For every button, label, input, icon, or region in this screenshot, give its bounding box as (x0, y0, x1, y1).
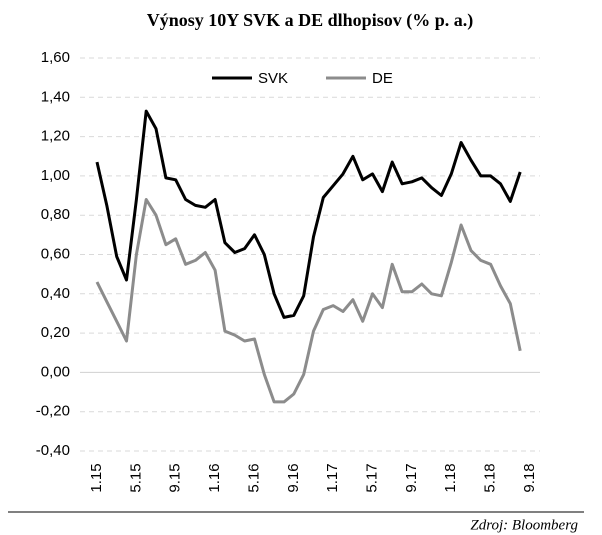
x-tick-label: 5.15 (127, 463, 144, 492)
x-tick-label: 5.16 (245, 463, 262, 492)
x-tick-label: 5.18 (482, 463, 499, 492)
x-tick-label: 9.15 (167, 463, 184, 492)
y-tick-label: 1,60 (41, 49, 70, 66)
x-tick-label: 1.15 (88, 463, 105, 492)
y-tick-label: 0,00 (41, 363, 70, 380)
legend-label: DE (372, 70, 393, 87)
x-tick-label: 1.17 (324, 463, 341, 492)
x-tick-label: 9.16 (285, 463, 302, 492)
x-tick-label: 9.17 (403, 463, 420, 492)
y-tick-label: 0,40 (41, 285, 70, 302)
line-series (95, 109, 522, 319)
y-tick-label: 1,00 (41, 167, 70, 184)
y-tick-label: 0,80 (41, 206, 70, 223)
x-tick-label: 9.18 (521, 463, 538, 492)
source: Zdroj: Bloomberg (470, 517, 578, 533)
line-series (95, 198, 522, 404)
x-tick-label: 1.16 (206, 463, 223, 492)
legend-label: SVK (258, 70, 288, 87)
x-tick-label: 5.17 (364, 463, 381, 492)
y-tick-label: 1,20 (41, 128, 70, 145)
y-tick-label: 0,60 (41, 245, 70, 262)
y-tick-label: 0,20 (41, 324, 70, 341)
y-tick-label: -0,40 (36, 442, 70, 459)
y-tick-label: -0,20 (36, 403, 70, 420)
chart-title: Výnosy 10Y SVK a DE dlhopisov (% p. a.) (147, 10, 473, 31)
x-tick-label: 1.18 (442, 463, 459, 492)
y-tick-label: 1,40 (41, 88, 70, 105)
